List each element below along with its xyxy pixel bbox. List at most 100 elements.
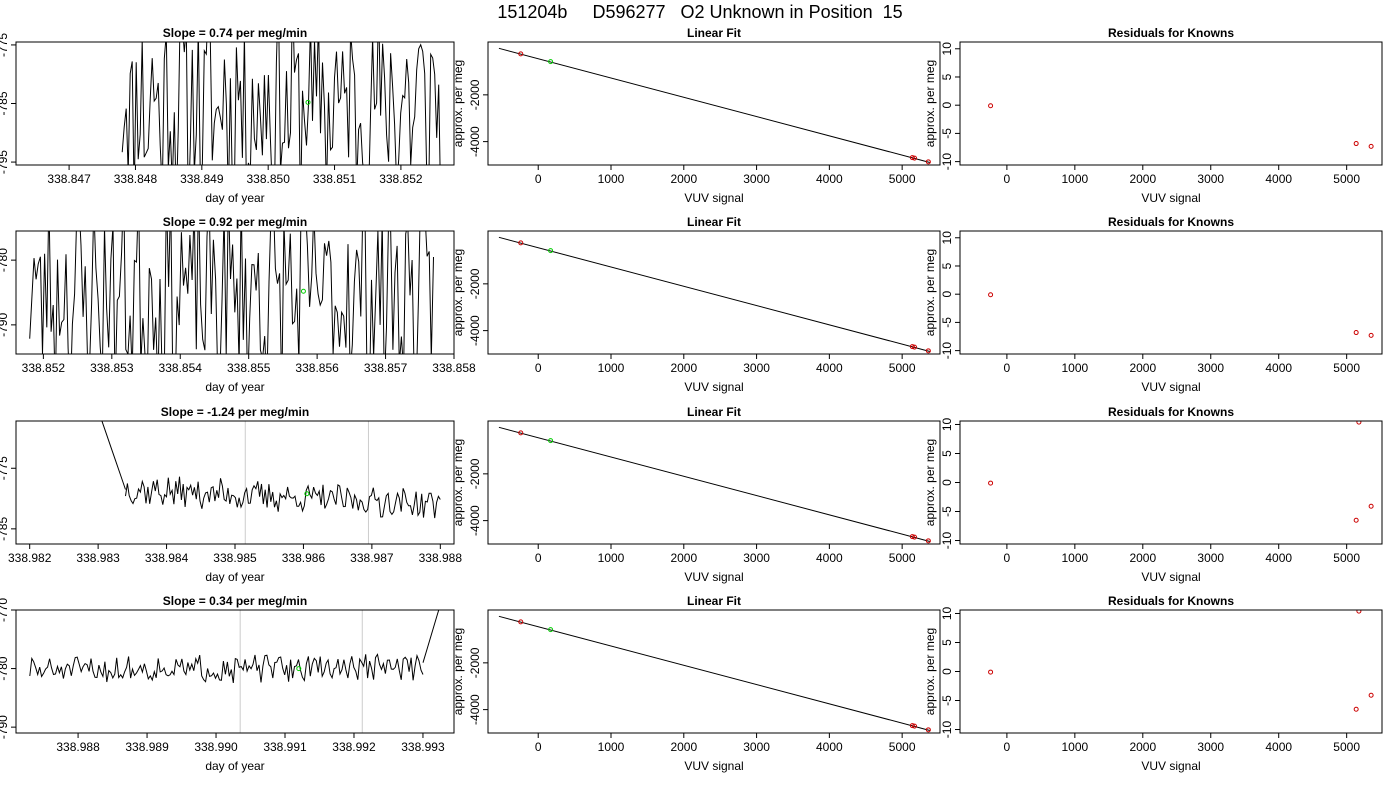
x-tick-label: 2000: [1129, 361, 1156, 375]
panel-2-1: Slope = 0.92 per meg/min 338.852 338.853 33…: [0, 215, 476, 394]
x-tick-label: 2000: [670, 740, 697, 754]
y-axis-label: approx. per meg: [451, 628, 465, 715]
plot-area: [988, 610, 1374, 712]
known-point: [518, 51, 524, 57]
x-tick-label: 338.849: [180, 172, 224, 186]
x-tick-label: 0: [535, 740, 542, 754]
y-tick-label: -775: [0, 456, 10, 480]
panel-title: Slope = -1.24 per meg/min: [161, 405, 309, 419]
x-tick-label: 1000: [598, 361, 625, 375]
x-tick-label: 2000: [670, 361, 697, 375]
x-tick-label: 3000: [1197, 740, 1224, 754]
x-axis-label: VUV signal: [1141, 570, 1200, 584]
x-tick-label: 2000: [670, 551, 697, 565]
y-axis-label: approx. per meg: [923, 60, 937, 147]
known-point: [925, 538, 931, 544]
y-tick-label: -10: [940, 342, 954, 360]
plot-frame: [487, 420, 941, 545]
plot-frame: [959, 609, 1383, 734]
panel-title: Linear Fit: [687, 594, 741, 608]
x-tick-label: 338.858: [432, 361, 476, 375]
x-tick-label: 338.990: [194, 740, 238, 754]
y-tick-label: 0: [940, 291, 954, 298]
known-point: [912, 723, 918, 729]
known-point: [1353, 706, 1359, 712]
known-point: [1368, 332, 1374, 338]
y-tick-label: -770: [0, 598, 10, 622]
x-tick-label: 4000: [1265, 172, 1292, 186]
y-tick-label: 10: [940, 417, 954, 431]
y-tick-label: 5: [940, 639, 954, 646]
plot-area: [988, 421, 1374, 523]
unknown-point: [548, 59, 554, 65]
data-line: [422, 610, 440, 663]
x-tick-label: 338.988: [419, 551, 463, 565]
panel-title: Linear Fit: [687, 26, 741, 40]
data-line: [29, 653, 424, 683]
panel-title: Residuals for Knowns: [1108, 215, 1234, 229]
unknown-point: [304, 491, 310, 497]
y-axis-label: approx. per meg: [451, 439, 465, 526]
y-tick-label: -2000: [468, 268, 482, 299]
known-point: [1368, 692, 1374, 698]
panel-4-2: Linear Fit 0 1000 2000 3000 4000 5000 -4000 -200…: [451, 594, 941, 773]
y-tick-label: 10: [940, 42, 954, 56]
known-point: [912, 155, 918, 161]
x-tick-label: 5000: [889, 551, 916, 565]
y-axis-label: approx. per meg: [923, 249, 937, 336]
known-point: [1368, 143, 1374, 149]
x-tick-label: 5000: [1333, 740, 1360, 754]
x-tick-label: 338.854: [159, 361, 203, 375]
x-tick-label: 338.850: [246, 172, 290, 186]
x-tick-label: 4000: [816, 172, 843, 186]
plot-frame: [959, 41, 1383, 166]
x-tick-label: 2000: [670, 172, 697, 186]
x-axis-label: day of year: [205, 570, 264, 584]
known-point: [988, 480, 994, 486]
plot-area: [988, 292, 1374, 338]
panel-2-2: Linear Fit 0 1000 2000 3000 4000 5000 -4000 -200…: [451, 215, 941, 394]
known-point: [1356, 610, 1362, 614]
known-point: [518, 619, 524, 625]
panel-title: Linear Fit: [687, 405, 741, 419]
x-tick-label: 338.852: [379, 172, 423, 186]
panel-title: Slope = 0.34 per meg/min: [163, 594, 307, 608]
x-axis-label: VUV signal: [1141, 191, 1200, 205]
x-tick-label: 1000: [1061, 551, 1088, 565]
unknown-point: [300, 288, 306, 294]
plot-frame: [959, 230, 1383, 355]
x-tick-label: 3000: [743, 551, 770, 565]
panel-3-3: Residuals for Knowns 0 1000 2000 3000 4000 500…: [923, 405, 1383, 584]
panel-title: Residuals for Knowns: [1108, 594, 1234, 608]
x-tick-label: 338.989: [125, 740, 169, 754]
y-tick-label: -10: [940, 532, 954, 550]
x-tick-label: 4000: [816, 361, 843, 375]
data-line: [101, 421, 126, 490]
y-tick-label: -775: [0, 33, 10, 57]
x-axis-label: VUV signal: [684, 191, 743, 205]
x-tick-label: 338.847: [47, 172, 91, 186]
x-tick-label: 338.856: [295, 361, 339, 375]
y-tick-label: -780: [0, 656, 10, 680]
plot-area: [121, 42, 441, 165]
x-tick-label: 3000: [743, 172, 770, 186]
x-tick-label: 338.992: [332, 740, 376, 754]
known-point: [1368, 503, 1374, 509]
x-tick-label: 2000: [1129, 172, 1156, 186]
plot-frame: [15, 41, 455, 166]
unknown-point: [296, 666, 302, 672]
x-axis-label: day of year: [205, 380, 264, 394]
plot-area: [101, 421, 441, 544]
known-point: [925, 727, 931, 733]
known-point: [1356, 421, 1362, 425]
plot-area: [29, 231, 434, 354]
y-tick-label: 5: [940, 450, 954, 457]
y-axis-label: approx. per meg: [923, 628, 937, 715]
panel-4-3: Residuals for Knowns 0 1000 2000 3000 4000 500…: [923, 594, 1383, 773]
y-tick-label: -790: [0, 313, 10, 337]
plot-area: [988, 103, 1374, 149]
x-tick-label: 338.852: [22, 361, 66, 375]
x-tick-label: 338.985: [213, 551, 257, 565]
y-tick-label: -4000: [468, 694, 482, 725]
